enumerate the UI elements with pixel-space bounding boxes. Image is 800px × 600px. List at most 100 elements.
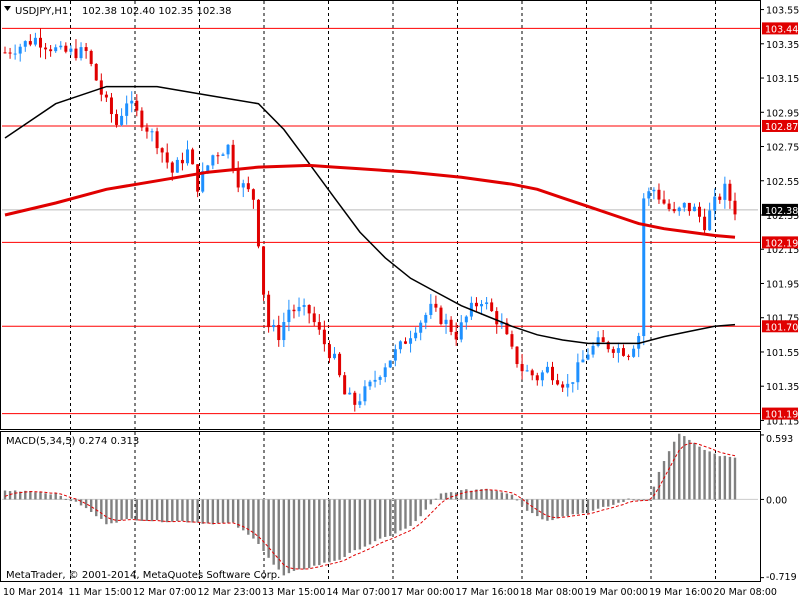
macd-bar xyxy=(465,489,468,500)
macd-bar xyxy=(424,499,427,510)
macd-bar xyxy=(541,499,544,520)
macd-bar xyxy=(723,455,727,500)
candle-body xyxy=(302,305,306,307)
macd-label: MACD(5,34,5) 0.274 0.313 xyxy=(6,436,139,447)
macd-bar xyxy=(297,499,301,570)
macd-bar xyxy=(302,499,306,570)
triangle-down-icon[interactable] xyxy=(4,6,11,11)
candle-body xyxy=(398,341,402,350)
candle-body xyxy=(540,372,544,381)
macd-bar xyxy=(64,498,68,500)
time-label: 13 Mar 15:00 xyxy=(262,587,325,598)
macd-bar xyxy=(480,489,483,500)
candle-body xyxy=(333,353,337,359)
time-label: 14 Mar 07:00 xyxy=(327,587,390,598)
macd-bar xyxy=(637,499,640,501)
price-tick-label: 101.75 xyxy=(766,314,799,325)
candle-body xyxy=(454,331,458,340)
macd-bar xyxy=(267,499,270,558)
macd-bar xyxy=(561,499,564,517)
candle-body xyxy=(226,144,230,155)
candle-body xyxy=(150,131,154,133)
candle-body xyxy=(728,183,732,201)
candle-body xyxy=(424,314,428,323)
time-axis[interactable]: 10 Mar 2014 11 Mar 15:00 12 Mar 07:00 12 Ma… xyxy=(3,587,777,598)
macd-bar xyxy=(348,499,351,553)
candle-body xyxy=(637,336,641,349)
candle-body xyxy=(672,209,676,212)
macd-bar xyxy=(485,488,488,500)
macd-tick-label: 0.593 xyxy=(766,434,793,445)
price-tick-label: 103.35 xyxy=(766,40,799,51)
level-badge xyxy=(762,119,798,132)
macd-bar xyxy=(662,461,666,500)
macd-bar xyxy=(394,499,397,534)
macd-bar xyxy=(657,471,661,500)
macd-bar xyxy=(667,451,671,500)
macd-bar xyxy=(34,492,37,500)
macd-bar xyxy=(591,499,595,511)
candle-body xyxy=(348,392,352,395)
macd-bar xyxy=(566,499,569,516)
candle-body xyxy=(703,216,707,231)
candle-body xyxy=(221,154,225,156)
candle-body xyxy=(64,45,68,52)
candle-body xyxy=(439,307,443,324)
macd-bar xyxy=(13,490,17,500)
candle-body xyxy=(165,152,169,163)
moving-average-fast xyxy=(4,85,736,345)
candle-body xyxy=(667,203,671,210)
price-tick-label: 102.15 xyxy=(766,245,799,256)
candle-body xyxy=(196,164,200,192)
macd-bar xyxy=(495,491,498,500)
candle-body xyxy=(246,183,250,190)
macd-bar xyxy=(44,493,47,500)
candle-body xyxy=(155,131,159,149)
candle-body xyxy=(170,162,174,173)
candle-body xyxy=(571,382,575,384)
candle-body xyxy=(383,367,387,378)
macd-bar xyxy=(69,499,73,502)
macd-bar xyxy=(683,436,686,500)
macd-bar xyxy=(79,499,83,506)
candle-body xyxy=(378,377,382,380)
time-label: 17 Mar 16:00 xyxy=(456,587,519,598)
macd-bar xyxy=(54,492,57,500)
price-tick-label: 103.55 xyxy=(766,6,799,17)
macd-bar xyxy=(196,499,199,523)
macd-bar xyxy=(353,499,356,551)
macd-bar xyxy=(698,446,701,500)
candle-body xyxy=(353,392,357,405)
macd-bar xyxy=(140,499,144,521)
price-tick-label: 102.35 xyxy=(766,211,799,222)
candle-body xyxy=(718,196,722,200)
candle-body xyxy=(500,322,504,325)
macd-bar xyxy=(3,490,7,500)
macd-bar xyxy=(444,492,448,500)
price-panel[interactable] xyxy=(0,0,761,430)
macd-bar xyxy=(100,499,103,519)
macd-axis: 0.593 0.00 -0.719 xyxy=(760,434,797,583)
macd-bar xyxy=(454,492,458,500)
candle-body xyxy=(444,319,448,324)
price-tick-label: 102.75 xyxy=(766,143,799,154)
macd-bar xyxy=(546,499,549,521)
price-axis[interactable]: 103.55 103.35 103.15 102.95 102.75 102.55 102.… xyxy=(760,6,799,428)
candle-body xyxy=(201,171,205,192)
candle-body xyxy=(723,183,727,200)
macd-bar xyxy=(150,499,154,522)
candle-body xyxy=(277,324,281,341)
candle-body xyxy=(140,110,144,128)
candle-body xyxy=(490,302,494,312)
macd-bar xyxy=(693,442,696,500)
time-label: 17 Mar 00:00 xyxy=(391,587,454,598)
candle-body xyxy=(206,165,210,172)
macd-bar xyxy=(231,499,235,523)
macd-bar xyxy=(419,499,422,517)
macd-bar xyxy=(186,499,189,523)
time-label: 18 Mar 08:00 xyxy=(520,587,583,598)
candle-body xyxy=(510,334,514,347)
candle-body xyxy=(611,349,615,353)
candle-body xyxy=(317,322,321,330)
